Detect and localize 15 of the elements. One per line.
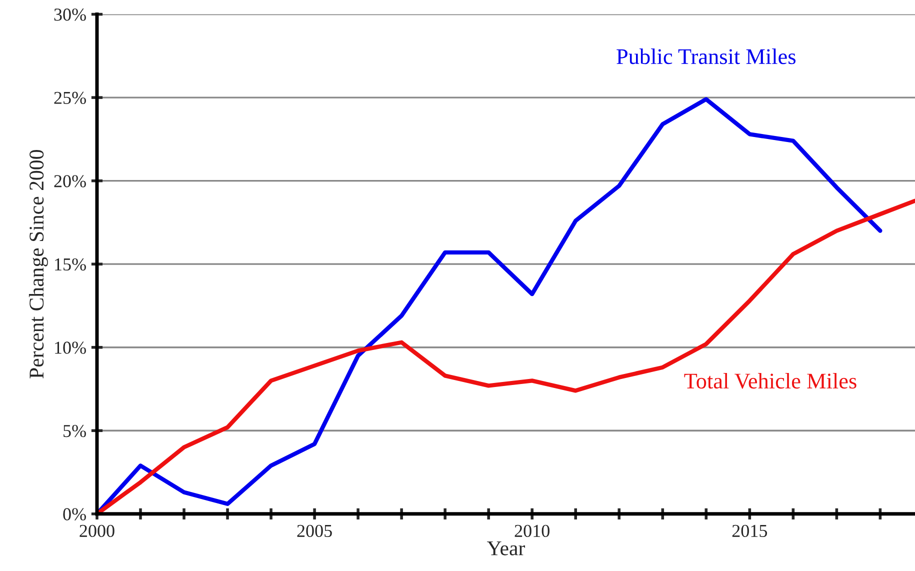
x-tick-label: 2010 — [514, 524, 550, 538]
y-tick-label: 15% — [55, 258, 86, 271]
x-tick-label: 2015 — [732, 524, 768, 538]
x-tick-label: 2005 — [297, 524, 332, 538]
y-tick-label: 30% — [54, 8, 86, 21]
y-tick-label: 5% — [64, 424, 86, 438]
series-label: Total Vehicle Miles — [684, 372, 856, 389]
y-tick-label: 20% — [54, 175, 86, 188]
y-tick-label: 0% — [63, 508, 86, 520]
y-tick-label: 10% — [55, 342, 86, 354]
series-label: Public Transit Miles — [616, 48, 796, 64]
y-axis-title: Percent Change Since 2000 — [28, 150, 48, 378]
x-tick-label: 2000 — [80, 524, 114, 538]
y-tick-label: 25% — [54, 92, 86, 104]
x-axis-title: Year — [487, 542, 526, 556]
